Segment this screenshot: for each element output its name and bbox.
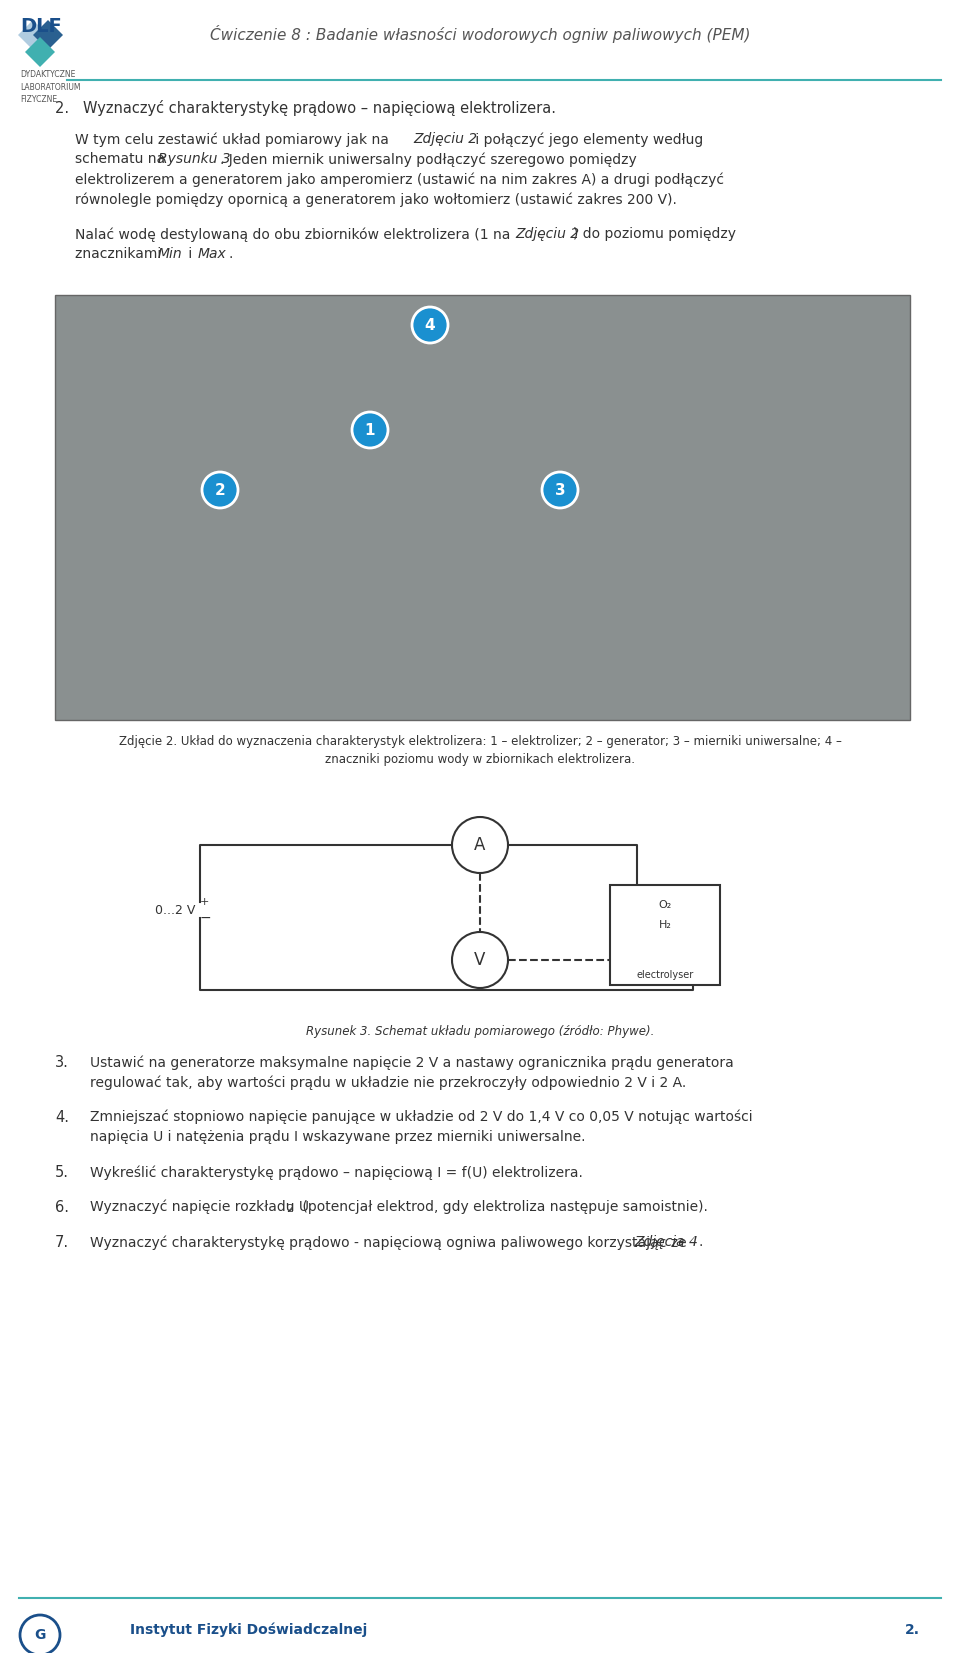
Bar	[55, 294, 910, 721]
Text: 3: 3	[555, 483, 565, 498]
Text: .: .	[228, 246, 232, 261]
Text: Ćwiczenie 8 : Badanie własności wodorowych ogniw paliwowych (PEM): Ćwiczenie 8 : Badanie własności wodorowy…	[209, 25, 751, 43]
Text: G: G	[35, 1628, 46, 1641]
Text: . Jeden miernik uniwersalny podłączyć szeregowo pomiędzy: . Jeden miernik uniwersalny podłączyć sz…	[220, 152, 636, 167]
Text: 6.: 6.	[55, 1200, 69, 1215]
Polygon shape	[33, 20, 63, 50]
Text: (potencjał elektrod, gdy elektroliza następuje samoistnie).: (potencjał elektrod, gdy elektroliza nas…	[298, 1200, 708, 1213]
Text: V: V	[474, 950, 486, 969]
Text: i połączyć jego elementy według: i połączyć jego elementy według	[471, 132, 704, 147]
Text: 0...2 V: 0...2 V	[155, 904, 195, 916]
Text: Rysunku 3: Rysunku 3	[158, 152, 230, 165]
Text: Instytut Fizyki Doświadczalnej: Instytut Fizyki Doświadczalnej	[130, 1623, 368, 1636]
Text: Wyznaczyć napięcie rozkładu U: Wyznaczyć napięcie rozkładu U	[90, 1200, 309, 1215]
Text: Min: Min	[158, 246, 182, 261]
Text: A: A	[474, 836, 486, 855]
Text: równolegle pomiędzy opornicą a generatorem jako wołtomierz (ustawić zakres 200 V: równolegle pomiędzy opornicą a generator…	[75, 192, 677, 207]
Text: 4: 4	[424, 317, 435, 332]
Text: 4.: 4.	[55, 1111, 69, 1126]
Polygon shape	[25, 36, 55, 68]
Text: i: i	[184, 246, 197, 261]
Text: 3.: 3.	[55, 1055, 69, 1069]
Text: Rysunek 3. Schemat układu pomiarowego (źródło: Phywe).: Rysunek 3. Schemat układu pomiarowego (ź…	[306, 1025, 654, 1038]
Text: electrolyser: electrolyser	[636, 970, 694, 980]
Text: DLF: DLF	[20, 17, 61, 36]
Text: ) do poziomu pomiędzy: ) do poziomu pomiędzy	[573, 226, 736, 241]
Text: Zdjęcie 2. Układ do wyznaczenia charakterystyk elektrolizera: 1 – elektrolizer; : Zdjęcie 2. Układ do wyznaczenia charakte…	[119, 736, 841, 765]
Text: napięcia U i natężenia prądu I wskazywane przez mierniki uniwersalne.: napięcia U i natężenia prądu I wskazywan…	[90, 1131, 586, 1144]
Circle shape	[352, 412, 388, 448]
Circle shape	[452, 817, 508, 873]
Text: 2.   Wyznaczyć charakterystykę prądowo – napięciową elektrolizera.: 2. Wyznaczyć charakterystykę prądowo – n…	[55, 99, 556, 116]
Circle shape	[452, 932, 508, 988]
Text: W tym celu zestawić układ pomiarowy jak na: W tym celu zestawić układ pomiarowy jak …	[75, 132, 394, 147]
Polygon shape	[18, 20, 48, 50]
Text: elektrolizerem a generatorem jako amperomierz (ustawić na nim zakres A) a drugi : elektrolizerem a generatorem jako ampero…	[75, 172, 724, 187]
Text: schematu na: schematu na	[75, 152, 170, 165]
Circle shape	[202, 473, 238, 507]
Circle shape	[412, 307, 448, 344]
Text: 5.: 5.	[55, 1165, 69, 1180]
Bar	[610, 884, 720, 985]
Text: Zdjęcia 4: Zdjęcia 4	[634, 1235, 698, 1250]
Text: H₂: H₂	[659, 921, 671, 931]
Text: Ustawić na generatorze maksymalne napięcie 2 V a nastawy ogranicznika prądu gene: Ustawić na generatorze maksymalne napięc…	[90, 1055, 733, 1069]
Text: −: −	[200, 911, 211, 926]
Text: 2: 2	[286, 1203, 293, 1213]
Text: O₂: O₂	[659, 899, 672, 911]
Text: Max: Max	[198, 246, 227, 261]
Text: DYDAKTYCZNE
LABORATORIUM
FIZYCZNE: DYDAKTYCZNE LABORATORIUM FIZYCZNE	[20, 69, 81, 104]
Text: 2.: 2.	[905, 1623, 920, 1636]
Text: Zdjęciu 2: Zdjęciu 2	[413, 132, 477, 145]
Text: +: +	[200, 898, 209, 907]
Text: znacznikami: znacznikami	[75, 246, 166, 261]
Text: Nalać wodę destylowaną do obu zbiorników elektrolizera (1 na: Nalać wodę destylowaną do obu zbiorników…	[75, 226, 515, 241]
Text: Zmniejszać stopniowo napięcie panujące w układzie od 2 V do 1,4 V co 0,05 V notu: Zmniejszać stopniowo napięcie panujące w…	[90, 1111, 753, 1124]
Text: 2: 2	[215, 483, 226, 498]
Text: regulować tak, aby wartości prądu w układzie nie przekroczyły odpowiednio 2 V i : regulować tak, aby wartości prądu w ukła…	[90, 1074, 686, 1089]
Text: 7.: 7.	[55, 1235, 69, 1250]
Text: Zdjęciu 2: Zdjęciu 2	[515, 226, 579, 241]
Text: .: .	[698, 1235, 703, 1250]
Circle shape	[542, 473, 578, 507]
Text: 1: 1	[365, 423, 375, 438]
Text: Wykreślić charakterystykę prądowo – napięciową I = f(U) elektrolizera.: Wykreślić charakterystykę prądowo – napi…	[90, 1165, 583, 1180]
Text: Wyznaczyć charakterystykę prądowo - napięciową ogniwa paliwowego korzystając ze: Wyznaczyć charakterystykę prądowo - napi…	[90, 1235, 691, 1250]
